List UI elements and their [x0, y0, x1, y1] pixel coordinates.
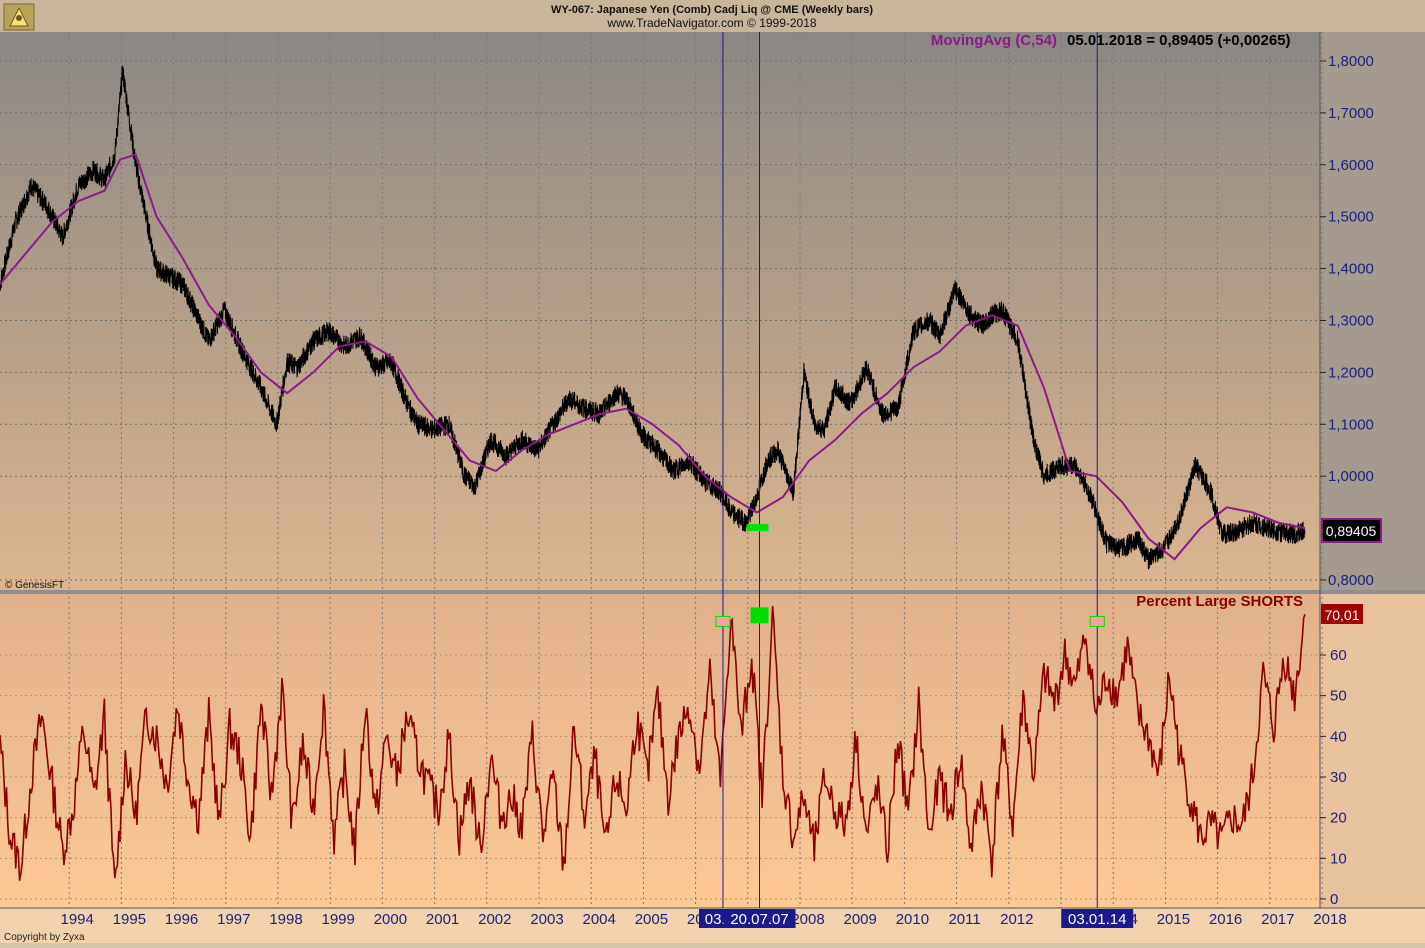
moving-average-label: MovingAvg (C,54) [931, 32, 1057, 49]
sub-panel-background [0, 594, 1320, 908]
shorts-tick-label: 60 [1330, 647, 1347, 664]
shorts-alert-marker [715, 615, 731, 627]
date-marker-label: 20.07.07 [730, 911, 788, 928]
watermark: © GenesisFT [5, 580, 64, 591]
price-tick-label: 1,4000 [1328, 261, 1374, 278]
date-marker-box [723, 909, 796, 928]
price-panel-background [0, 32, 1320, 592]
shorts-value-text: 70,01 [1324, 607, 1359, 623]
price-tick-label: 1,5000 [1328, 209, 1374, 226]
year-tick-label: 2012 [1000, 911, 1033, 928]
moving-average-line [0, 153, 1306, 561]
price-axis-area [1320, 32, 1425, 592]
price-series-line [0, 65, 1306, 570]
shorts-tick-label: 0 [1330, 891, 1338, 908]
price-value-text: 0,89405 [1326, 523, 1377, 539]
year-tick-label: 2016 [1209, 911, 1242, 928]
year-tick-label: 2009 [844, 911, 877, 928]
copyright-footer: Copyright by Zyxa [4, 932, 85, 943]
data-marks-layer [0, 65, 1306, 881]
year-tick-label: 2011 [948, 911, 980, 928]
year-tick-label: 1999 [322, 911, 355, 928]
chart-title: WY-067: Japanese Yen (Comb) Cadj Liq @ C… [551, 4, 873, 16]
price-signal-marker [746, 524, 769, 532]
price-tick-label: 1,8000 [1328, 53, 1374, 70]
year-tick-label: 2008 [791, 911, 824, 928]
price-tick-label: 1,3000 [1328, 313, 1374, 330]
year-tick-label: 1995 [113, 911, 146, 928]
year-tick-label: 2017 [1261, 911, 1294, 928]
year-tick-label: 2004 [583, 911, 616, 928]
year-tick-label: 2015 [1157, 911, 1190, 928]
date-marker-label: 03.01.14 [1068, 911, 1126, 928]
year-tick-label: 1994 [61, 911, 94, 928]
year-tick-label: 1998 [269, 911, 302, 928]
price-tick-label: 1,6000 [1328, 157, 1374, 174]
year-tick-label: 2003 [530, 911, 563, 928]
shorts-tick-label: 40 [1330, 728, 1347, 745]
shorts-tick-label: 20 [1330, 810, 1347, 827]
year-tick-label: 1997 [217, 911, 250, 928]
year-tick-label: 2000 [374, 911, 407, 928]
price-tick-label: 1,2000 [1328, 364, 1374, 381]
shorts-value-badge: 70,01 [1321, 604, 1363, 624]
year-tick-label: 2018 [1313, 911, 1346, 928]
price-readout: 05.01.2018 = 0,89405 (+0,00265) [1067, 32, 1291, 49]
shorts-tick-label: 50 [1330, 688, 1347, 705]
year-tick-label: 2010 [896, 911, 929, 928]
sub-panel-title: Percent Large SHORTS [1136, 593, 1303, 610]
price-tick-label: 1,0000 [1328, 468, 1374, 485]
panel-divider [0, 590, 1425, 594]
shorts-tick-label: 10 [1330, 850, 1347, 867]
price-tick-label: 0,8000 [1328, 572, 1374, 589]
year-tick-label: 2001 [426, 911, 459, 928]
shorts-alert-marker [1089, 615, 1105, 627]
sub-axis-area [1320, 594, 1425, 908]
year-tick-label: 2002 [478, 911, 511, 928]
year-tick-label: 1996 [165, 911, 198, 928]
price-value-badge: 0,89405 [1321, 518, 1382, 543]
chart-subtitle: www.TradeNavigator.com © 1999-2018 [606, 16, 816, 30]
price-tick-label: 1,7000 [1328, 105, 1374, 122]
logo-icon[interactable] [3, 3, 35, 31]
date-marker-box [1061, 909, 1134, 928]
shorts-signal-marker [750, 607, 769, 624]
shorts-tick-label: 30 [1330, 769, 1347, 786]
percent-shorts-line [0, 606, 1306, 881]
year-tick-label: 2005 [635, 911, 668, 928]
price-tick-label: 1,1000 [1328, 416, 1374, 433]
